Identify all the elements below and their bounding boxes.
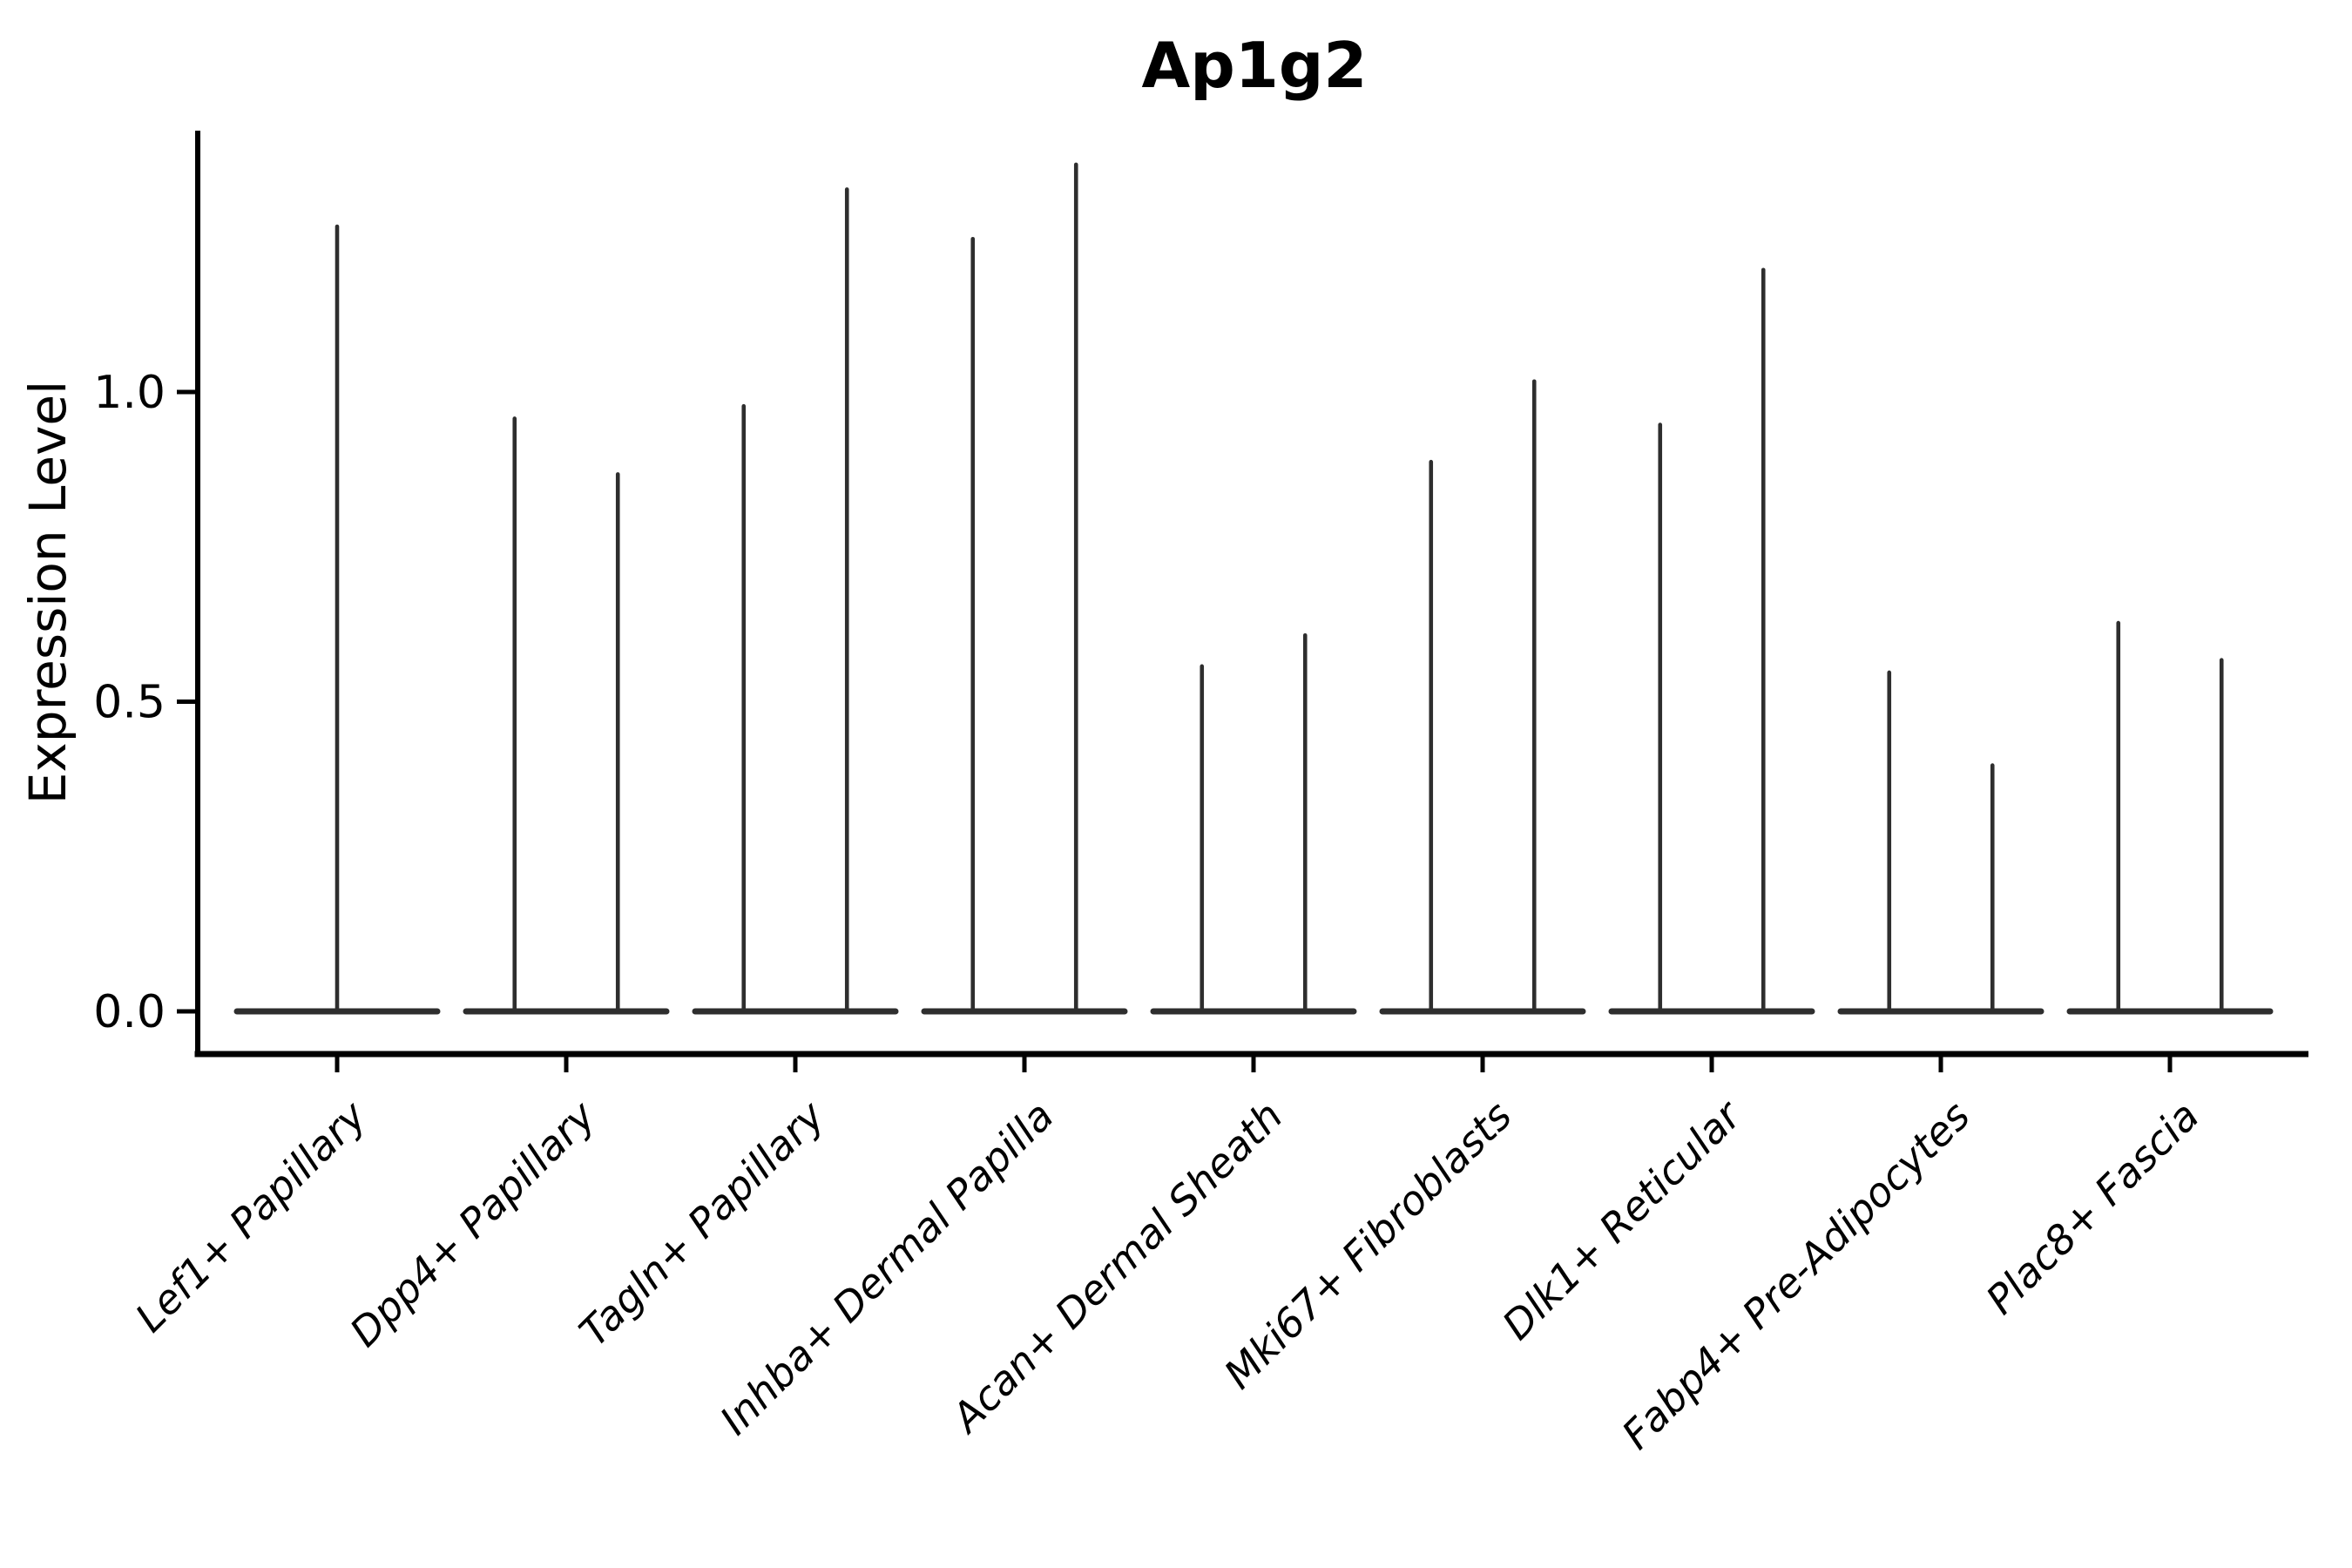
x-tick-label: Tagln+ Papillary [570,1092,834,1355]
violin-base [1837,1008,2044,1015]
violin-base [1379,1008,1586,1015]
y-axis-label: Expression Level [18,381,78,804]
violin-group [692,187,899,1015]
y-tick-label-1.0: 1.0 [93,367,166,419]
violin-base [921,1008,1128,1015]
y-tick-label-0.0: 0.0 [93,986,166,1038]
violin-base [1150,1008,1357,1015]
violin-layer [233,162,2274,1015]
violin-group [233,224,441,1015]
violin-group [463,416,670,1015]
violin-base [2066,1008,2274,1015]
violin-group [2066,620,2274,1015]
x-tick-label: Dpp4+ Papillary [341,1092,605,1355]
chart-title: Ap1g2 [1142,29,1368,102]
violin-base [1608,1008,1815,1015]
x-tick-label: Plac8+ Fascia [1977,1092,2207,1323]
x-tick-label: Dlk1+ Reticular [1493,1090,1752,1348]
violin-group [1150,632,1357,1015]
violin-group [1608,267,1815,1015]
violin-base [692,1008,899,1015]
violin-group [1837,670,2044,1015]
violin-base [463,1008,670,1015]
y-tick-label-0.5: 0.5 [93,677,166,729]
x-tick-label: Lef1+ Papillary [126,1092,375,1341]
violin-group [1379,379,1586,1015]
violin-group [921,162,1128,1015]
